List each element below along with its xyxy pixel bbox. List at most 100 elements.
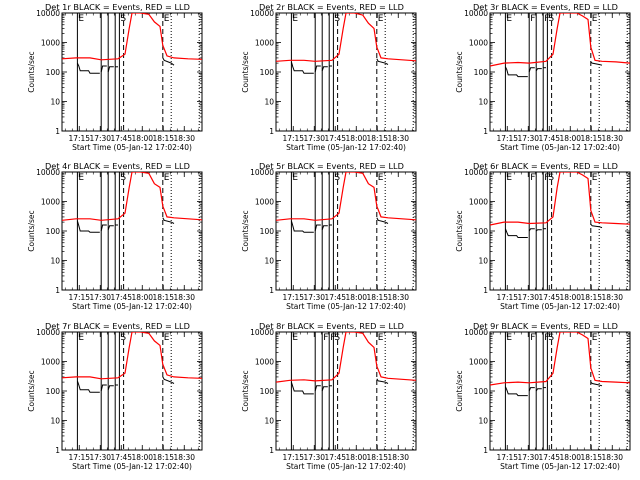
series-line-events	[107, 225, 114, 230]
x-axis-title: Start Time (05-Jan-12 17:02:40)	[286, 462, 406, 471]
y-tick-label: 1000	[469, 39, 488, 48]
series-line-events	[314, 385, 321, 392]
panel-title: Det 5r BLACK = Events, RED = LLD	[259, 161, 404, 171]
y-tick-label: 10	[478, 417, 488, 426]
x-tick-label: 18:00	[131, 453, 153, 462]
x-tick-label: 18:00	[559, 134, 581, 143]
y-tick-label: 10000	[250, 168, 274, 177]
x-tick-label: 17:30	[517, 453, 539, 462]
x-tick-label: 17:45	[110, 453, 132, 462]
series-line-events	[590, 381, 603, 387]
y-tick-label: 100	[46, 227, 61, 236]
x-tick-label: 18:30	[387, 134, 409, 143]
event-marker-label: E	[292, 333, 298, 343]
plot-frame	[489, 331, 631, 451]
y-tick-label: 1000	[41, 198, 60, 207]
series-line-events	[376, 58, 389, 65]
series-line-events	[504, 228, 528, 238]
data-layer	[490, 172, 630, 238]
x-tick-label: 18:30	[387, 293, 409, 302]
y-tick-label: 10000	[464, 9, 488, 18]
data-layer	[276, 172, 416, 233]
series-line-events	[528, 387, 535, 392]
y-tick-label: 1000	[255, 39, 274, 48]
series-line-events	[504, 386, 528, 397]
event-marker-label: S	[120, 333, 126, 343]
detector-panel-7: Det 7r BLACK = Events, RED = LLD 1 10 100 10…	[27, 321, 203, 471]
series-line-lld	[276, 332, 416, 383]
x-tick-label: 18:30	[173, 293, 195, 302]
x-axis-title: Start Time (05-Jan-12 17:02:40)	[286, 143, 406, 152]
series-line-events	[162, 376, 175, 384]
detector-panel-6: Det 6r BLACK = Events, RED = LLD 1 10 100 10…	[455, 161, 631, 311]
x-tick-label: 17:45	[538, 134, 560, 143]
event-marker-label: F	[544, 14, 549, 24]
x-tick-label: 17:45	[538, 453, 560, 462]
y-tick-label: 10	[50, 98, 60, 107]
x-axis-title: Start Time (05-Jan-12 17:02:40)	[500, 462, 620, 471]
x-tick-label: 17:30	[517, 293, 539, 302]
y-tick-label: 10000	[250, 9, 274, 18]
x-tick-label: 17:45	[110, 293, 132, 302]
y-tick-label: 10000	[36, 168, 60, 177]
y-axis-title: Counts/sec	[455, 210, 464, 251]
x-tick-label: 17:30	[89, 134, 111, 143]
event-marker-label: E	[378, 333, 384, 343]
event-marker-label: F	[544, 333, 549, 343]
event-marker-label: S	[548, 173, 554, 183]
y-tick-label: 100	[46, 68, 61, 77]
event-marker-label: E	[506, 333, 512, 343]
x-axis-title: Start Time (05-Jan-12 17:02:40)	[72, 302, 192, 311]
y-tick-label: 1	[269, 446, 274, 455]
x-axis-title: Start Time (05-Jan-12 17:02:40)	[72, 143, 192, 152]
data-layer	[62, 13, 202, 74]
series-line-events	[504, 66, 528, 78]
x-tick-label: 18:00	[345, 134, 367, 143]
x-axis-title: Start Time (05-Jan-12 17:02:40)	[286, 302, 406, 311]
event-marker-label: E	[378, 14, 384, 24]
plot-frame	[275, 12, 417, 132]
event-marker-label: S	[548, 14, 554, 24]
event-marker-label: F	[330, 333, 335, 343]
event-marker-label: S	[334, 173, 340, 183]
y-tick-label: 1	[483, 127, 488, 136]
y-tick-label: 10000	[464, 328, 488, 337]
x-axis-title: Start Time (05-Jan-12 17:02:40)	[500, 143, 620, 152]
series-line-events	[76, 380, 100, 393]
plot-frame	[61, 331, 203, 451]
series-line-events	[76, 62, 100, 74]
series-line-events	[321, 225, 328, 230]
y-axis-title: Counts/sec	[27, 370, 36, 411]
y-tick-label: 100	[46, 387, 61, 396]
series-line-events	[590, 61, 603, 66]
y-tick-label: 10000	[250, 328, 274, 337]
series-line-lld	[62, 172, 202, 221]
series-line-events	[590, 223, 603, 229]
x-tick-label: 18:30	[601, 453, 623, 462]
event-marker-label: E	[292, 14, 298, 24]
panel-title: Det 7r BLACK = Events, RED = LLD	[45, 321, 190, 331]
detector-panel-1: Det 1r BLACK = Events, RED = LLD 1 10 100 10…	[27, 2, 203, 152]
plot-frame	[489, 12, 631, 132]
y-tick-label: 10000	[36, 9, 60, 18]
y-tick-label: 1000	[469, 358, 488, 367]
y-tick-label: 1000	[41, 358, 60, 367]
series-line-events	[535, 388, 542, 392]
x-tick-label: 17:45	[324, 453, 346, 462]
y-tick-label: 1000	[255, 358, 274, 367]
y-tick-label: 100	[474, 68, 489, 77]
series-line-lld	[62, 332, 202, 380]
x-tick-label: 17:30	[303, 134, 325, 143]
x-tick-label: 17:15	[68, 453, 90, 462]
series-line-events	[100, 65, 107, 73]
y-tick-label: 100	[474, 387, 489, 396]
x-tick-label: 18:15	[152, 134, 174, 143]
series-line-events	[162, 217, 175, 224]
x-tick-label: 17:30	[303, 453, 325, 462]
x-tick-label: 17:15	[68, 134, 90, 143]
data-layer	[490, 332, 630, 397]
series-line-lld	[62, 13, 202, 61]
plot-frame	[61, 12, 203, 132]
x-tick-label: 18:30	[601, 293, 623, 302]
series-line-lld	[490, 172, 630, 226]
